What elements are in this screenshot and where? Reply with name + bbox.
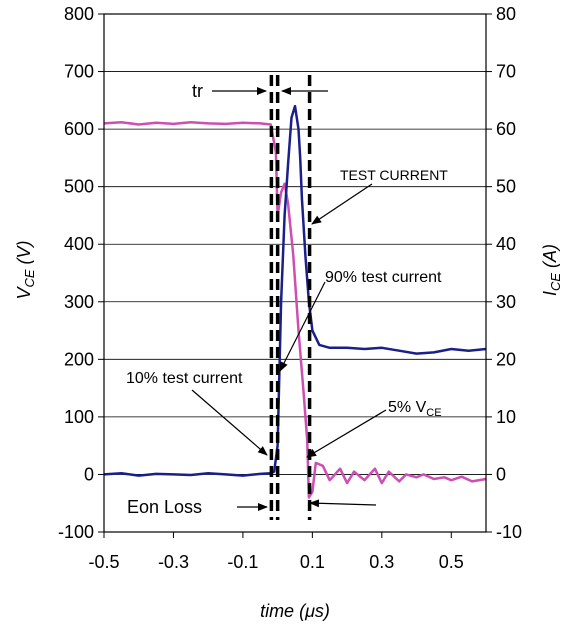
p10-arrow xyxy=(191,389,268,456)
y-tick-label: 700 xyxy=(64,62,94,82)
y-tick-label: 300 xyxy=(64,292,94,312)
plot-frame xyxy=(103,13,487,533)
annotation-10pct: 10% test current xyxy=(126,370,243,387)
annotation-5pct: 5% VCE xyxy=(388,399,442,419)
y-tick-label: 0 xyxy=(84,464,94,484)
p5-arrow xyxy=(306,409,387,458)
annotations: tr TEST CURRENT 90% test current 10% tes… xyxy=(126,81,448,517)
y2-tick-label: 0 xyxy=(496,464,506,484)
annotation-eon-loss: Eon Loss xyxy=(127,497,202,517)
y-tick-label: 200 xyxy=(64,349,94,369)
y2-tick-label: 10 xyxy=(496,407,516,427)
y2-tick-label: 60 xyxy=(496,119,516,139)
y-tick-label: 500 xyxy=(64,177,94,197)
x-axis-title: time (μs) xyxy=(260,601,330,621)
y2-tick-label: -10 xyxy=(496,522,522,542)
y2-axis-title-sub: CE xyxy=(548,273,563,291)
y-tick-label: 100 xyxy=(64,407,94,427)
dashed-markers xyxy=(269,75,312,520)
y2-tick-label: 50 xyxy=(496,177,516,197)
y2-tick-label: 70 xyxy=(496,62,516,82)
x-tick-label: -0.3 xyxy=(158,552,189,572)
series xyxy=(103,104,487,499)
annotation-5pct-sub: CE xyxy=(426,407,441,419)
p90-arrow xyxy=(279,281,326,372)
y2-tick-label: 30 xyxy=(496,292,516,312)
x-tick-label: -0.5 xyxy=(88,552,119,572)
y2-tick-label: 40 xyxy=(496,234,516,254)
y2-tick-label: 80 xyxy=(496,4,516,24)
annotation-tr: tr xyxy=(192,81,203,101)
y-axis-title: VCE (V) xyxy=(14,240,37,299)
y-tick-label: 800 xyxy=(64,4,94,24)
annotation-90pct: 90% test current xyxy=(325,269,442,286)
x-tick-label: 0.3 xyxy=(369,552,394,572)
y-tick-label: -100 xyxy=(58,522,94,542)
series-line-1 xyxy=(103,120,487,499)
eon-arrow-right xyxy=(309,499,377,508)
tick-labels: 8007006005004003002001000-10080706050403… xyxy=(58,4,522,572)
y-axis-title-sub: CE xyxy=(22,269,37,287)
annotation-test-current: TEST CURRENT xyxy=(340,167,448,183)
y-tick-label: 400 xyxy=(64,234,94,254)
test-current-arrow xyxy=(311,183,373,225)
y-tick-label: 600 xyxy=(64,119,94,139)
y2-axis-title: ICE (A) xyxy=(540,244,563,296)
x-tick-label: -0.1 xyxy=(227,552,258,572)
x-tick-label: 0.5 xyxy=(439,552,464,572)
x-tick-label: 0.1 xyxy=(300,552,325,572)
y2-tick-label: 20 xyxy=(496,349,516,369)
series-line-2 xyxy=(103,104,487,477)
